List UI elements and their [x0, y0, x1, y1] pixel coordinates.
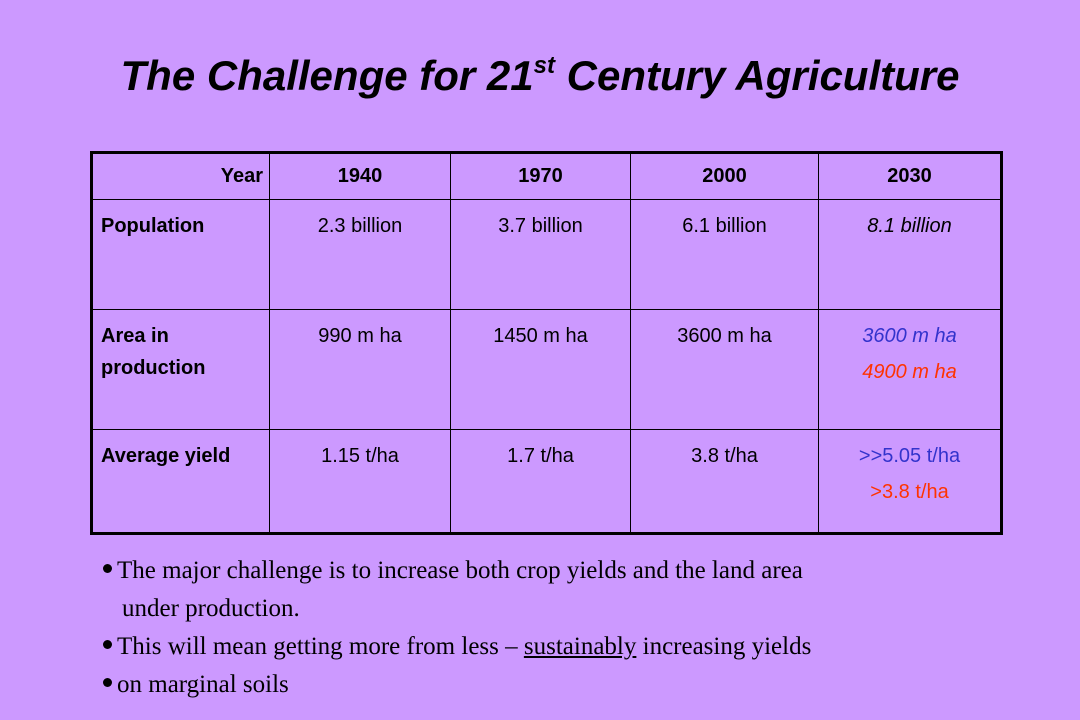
area-2030-cell: 3600 m ha 4900 m ha	[818, 309, 1002, 430]
yield-label: Average yield	[101, 445, 231, 467]
area-label-cell: Area in production	[91, 309, 270, 430]
bullet-sustainability-text-start: This will mean getting more from less –	[117, 633, 524, 660]
bullet-item-challenge-continued: under production.	[100, 590, 1060, 628]
yield-2030-alternate: >3.8 t/ha	[870, 481, 949, 503]
slide-title: The Challenge for 21st Century Agricultu…	[0, 46, 1080, 106]
area-1970: 1450 m ha	[493, 325, 588, 347]
area-1940-cell: 990 m ha	[269, 309, 451, 430]
table-row-yield: Average yield 1.15 t/ha 1.7 t/ha 3.8 t/h…	[91, 429, 1002, 534]
population-2000: 6.1 billion	[682, 215, 767, 237]
header-year-label: Year	[91, 152, 270, 200]
area-label: Area in production	[101, 325, 206, 379]
yield-2000: 3.8 t/ha	[691, 445, 758, 467]
area-2000: 3600 m ha	[677, 325, 772, 347]
header-year-1970: 1970	[450, 152, 631, 200]
area-2000-cell: 3600 m ha	[630, 309, 819, 430]
bullet-item-challenge: The major challenge is to increase both …	[100, 552, 1060, 590]
yield-2030-cell: >>5.05 t/ha >3.8 t/ha	[818, 429, 1002, 534]
bullet-underlined-word: sustainably	[523, 633, 637, 660]
yield-1970: 1.7 t/ha	[507, 445, 574, 467]
bullet-dot-icon	[103, 678, 112, 687]
bullet-sustainability-text-end: increasing yields	[636, 633, 812, 660]
table-row-area: Area in production 990 m ha 1450 m ha 36…	[91, 309, 1002, 430]
area-1940: 990 m ha	[318, 325, 402, 347]
bullet-challenge-text-continued: under production.	[122, 595, 300, 622]
agriculture-data-table: Year 1940 1970 2000 2030 Population 2.3 …	[90, 151, 1003, 535]
yield-2000-cell: 3.8 t/ha	[630, 429, 819, 534]
population-1970-cell: 3.7 billion	[450, 199, 631, 310]
population-2030-cell: 8.1 billion	[818, 199, 1002, 310]
population-2000-cell: 6.1 billion	[630, 199, 819, 310]
table-header-row: Year 1940 1970 2000 2030	[91, 152, 1002, 200]
bullet-dot-icon	[103, 640, 112, 649]
bullet-dot-icon	[103, 564, 112, 573]
population-label-cell: Population	[91, 199, 270, 310]
bullet-item-sustainability: This will mean getting more from less – …	[100, 628, 1060, 666]
population-1970: 3.7 billion	[498, 215, 583, 237]
table-row-population: Population 2.3 billion 3.7 billion 6.1 b…	[91, 199, 1002, 310]
bullet-list: The major challenge is to increase both …	[100, 552, 1060, 704]
title-superscript: st	[533, 52, 555, 79]
title-text-start: The Challenge for 21	[120, 52, 534, 99]
population-2030: 8.1 billion	[867, 215, 952, 237]
yield-1940-cell: 1.15 t/ha	[269, 429, 451, 534]
bullet-item-marginal-soils: on marginal soils	[100, 666, 1060, 704]
bullet-challenge-text: The major challenge is to increase both …	[117, 557, 803, 584]
area-2030-alternate: 4900 m ha	[862, 361, 957, 383]
yield-2030-primary: >>5.05 t/ha	[858, 445, 961, 467]
bullet-marginal-soils-text: on marginal soils	[117, 671, 289, 698]
population-label: Population	[101, 215, 205, 237]
header-year-1940: 1940	[269, 152, 451, 200]
header-year-2000: 2000	[630, 152, 819, 200]
title-text-end: Century Agriculture	[554, 52, 960, 99]
yield-1970-cell: 1.7 t/ha	[450, 429, 631, 534]
area-2030-primary: 3600 m ha	[862, 325, 957, 347]
area-1970-cell: 1450 m ha	[450, 309, 631, 430]
population-1940: 2.3 billion	[317, 215, 403, 237]
yield-label-cell: Average yield	[91, 429, 270, 534]
header-year-2030: 2030	[818, 152, 1002, 200]
population-1940-cell: 2.3 billion	[269, 199, 451, 310]
yield-1940: 1.15 t/ha	[321, 445, 399, 467]
